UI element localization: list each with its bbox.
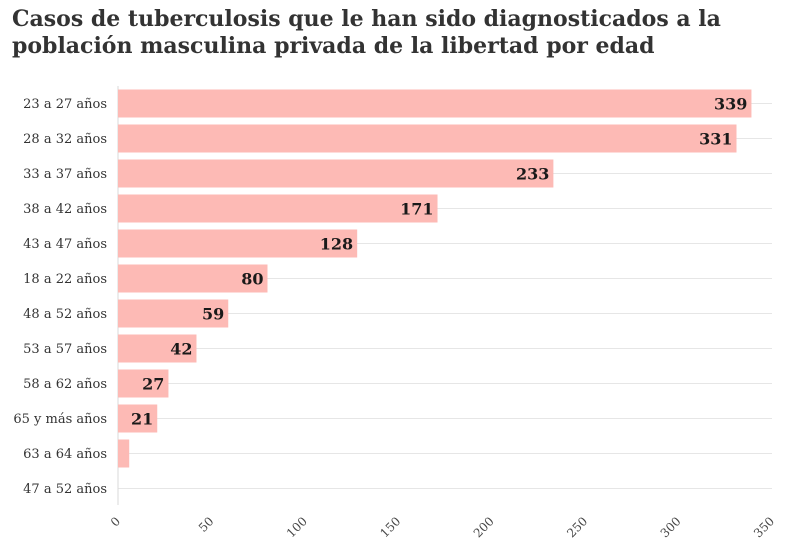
- value-label: 42: [170, 340, 192, 359]
- value-label: 27: [142, 375, 164, 394]
- category-label: 48 a 52 años: [23, 307, 107, 322]
- category-labels: 23 a 27 años 28 a 32 años 33 a 37 años 38 a…: [13, 97, 107, 497]
- category-label: 43 a 47 años: [23, 237, 107, 252]
- bars: [118, 89, 752, 468]
- category-label: 18 a 22 años: [23, 272, 107, 287]
- x-tick-label: 350: [751, 514, 777, 540]
- category-label: 23 a 27 años: [23, 97, 107, 112]
- x-tick-label: 300: [658, 514, 684, 540]
- value-label: 233: [516, 165, 549, 184]
- value-label: 339: [714, 95, 747, 114]
- chart-title: Casos de tuberculosis que le han sido di…: [12, 6, 721, 59]
- category-label: 38 a 42 años: [23, 202, 107, 217]
- value-label: 21: [131, 410, 153, 429]
- bar: [118, 404, 158, 433]
- value-label: 331: [699, 130, 732, 149]
- value-labels: 339 331 233 171 128 80 59 42 27 21: [131, 95, 747, 429]
- bar: [118, 439, 130, 468]
- category-label: 33 a 37 años: [23, 167, 107, 182]
- bar: [118, 299, 229, 328]
- bar: [118, 264, 268, 293]
- x-tick-label: 250: [564, 514, 590, 540]
- x-tick-label: 0: [108, 514, 123, 529]
- category-label: 47 a 52 años: [23, 482, 107, 497]
- x-tick-label: 100: [284, 514, 310, 540]
- category-label: 58 a 62 años: [23, 377, 107, 392]
- category-label: 65 y más años: [13, 412, 107, 427]
- bar: [118, 334, 197, 363]
- bar: [118, 89, 752, 118]
- x-axis-ticks: 0 50 100 150 200 250 300 350: [108, 514, 777, 540]
- bar: [118, 229, 358, 258]
- category-label: 63 a 64 años: [23, 447, 107, 462]
- bar: [118, 369, 169, 398]
- x-tick-label: 50: [196, 514, 217, 535]
- value-label: 59: [202, 305, 224, 324]
- value-label: 80: [241, 270, 263, 289]
- bar: [118, 159, 554, 188]
- x-tick-label: 200: [471, 514, 497, 540]
- x-tick-label: 150: [377, 514, 403, 540]
- bar: [118, 194, 438, 223]
- category-label: 28 a 32 años: [23, 132, 107, 147]
- value-label: 128: [320, 235, 353, 254]
- value-label: 171: [400, 200, 433, 219]
- bar: [118, 124, 737, 153]
- category-label: 53 a 57 años: [23, 342, 107, 357]
